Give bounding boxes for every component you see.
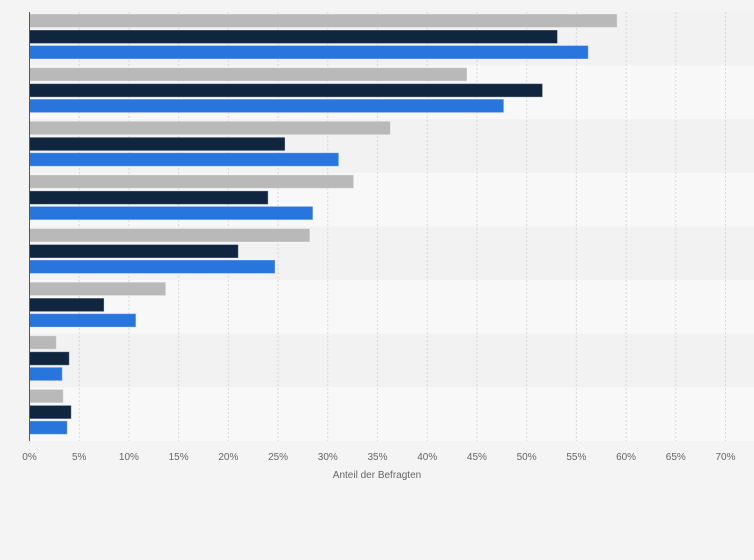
bar-series-1-category-8[interactable] <box>29 388 64 404</box>
bar-series-3-category-1[interactable] <box>29 45 589 60</box>
x-tick-label: 55% <box>566 452 586 463</box>
bar-series-3-category-6[interactable] <box>29 313 137 328</box>
row-band <box>29 387 754 441</box>
bar-series-2-category-5[interactable] <box>29 244 239 259</box>
bar-series-2-category-6[interactable] <box>29 297 105 313</box>
x-axis-title: Anteil der Befragten <box>333 470 421 481</box>
bar-series-2-category-7[interactable] <box>29 351 70 366</box>
bar-series-3-category-7[interactable] <box>29 366 63 382</box>
x-tick-label: 60% <box>616 452 636 463</box>
bar-series-1-category-6[interactable] <box>29 281 167 297</box>
bar-series-1-category-7[interactable] <box>29 335 57 350</box>
x-tick-label: 0% <box>22 452 37 463</box>
x-tick-label: 35% <box>367 452 387 463</box>
x-tick-label: 50% <box>517 452 537 463</box>
x-tick-label: 65% <box>666 452 686 463</box>
x-tick-label: 70% <box>715 452 735 463</box>
bar-series-1-category-1[interactable] <box>29 13 618 28</box>
bar-series-1-category-3[interactable] <box>29 120 391 136</box>
x-tick-label: 15% <box>169 452 189 463</box>
bar-series-3-category-2[interactable] <box>29 98 505 114</box>
bar-series-2-category-3[interactable] <box>29 136 286 152</box>
bar-series-1-category-5[interactable] <box>29 228 311 243</box>
row-band <box>29 333 754 388</box>
bar-series-3-category-3[interactable] <box>29 152 340 167</box>
bar-series-2-category-8[interactable] <box>29 404 72 420</box>
x-tick-label: 45% <box>467 452 487 463</box>
x-tick-label: 40% <box>417 452 437 463</box>
bar-series-3-category-8[interactable] <box>29 420 68 435</box>
x-tick-label: 25% <box>268 452 288 463</box>
bar-series-2-category-2[interactable] <box>29 83 544 98</box>
x-tick-label: 30% <box>318 452 338 463</box>
bar-series-3-category-5[interactable] <box>29 259 276 274</box>
bar-series-2-category-1[interactable] <box>29 29 558 44</box>
x-tick-label: 5% <box>72 452 87 463</box>
bar-series-3-category-4[interactable] <box>29 205 314 221</box>
bar-series-1-category-4[interactable] <box>29 174 355 189</box>
bar-series-1-category-2[interactable] <box>29 67 468 82</box>
x-tick-label: 10% <box>119 452 139 463</box>
x-tick-label: 20% <box>218 452 238 463</box>
bar-series-2-category-4[interactable] <box>29 190 269 205</box>
